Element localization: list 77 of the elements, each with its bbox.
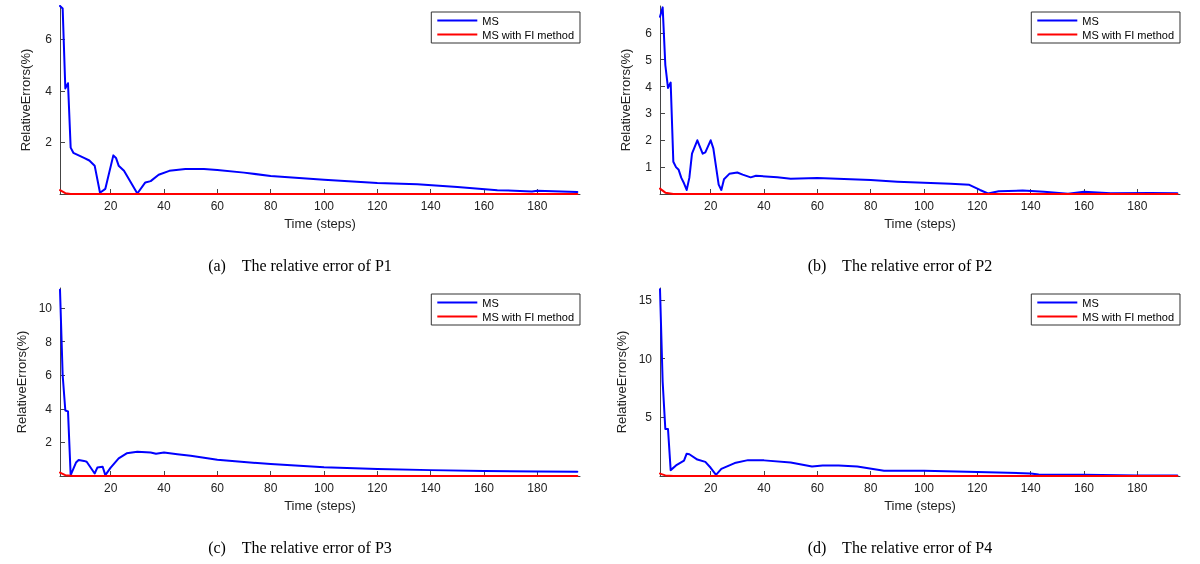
legend-label: MS with FI method <box>1082 310 1175 323</box>
y-axis-title: RelativeErrors(%) <box>613 330 629 434</box>
x-tick-label: 80 <box>863 199 878 213</box>
x-tick-label: 140 <box>420 199 441 213</box>
x-tick-label: 40 <box>757 199 771 213</box>
x-tick-label: 140 <box>1020 199 1041 213</box>
line-series <box>659 288 1179 477</box>
x-tick-label: 40 <box>757 481 771 495</box>
x-axis-title: Time (steps) <box>284 497 356 513</box>
x-tick-label: 120 <box>967 481 988 495</box>
x-tick-label: 80 <box>863 481 878 495</box>
x-tick-label: 100 <box>313 481 335 495</box>
y-tick-label: 10 <box>38 301 53 316</box>
x-tick-label: 120 <box>967 199 988 213</box>
legend-label: MS <box>482 14 499 27</box>
x-tick-label: 160 <box>1073 199 1095 213</box>
x-tick-label: 40 <box>157 199 171 213</box>
x-tick-label: 60 <box>810 199 825 213</box>
y-tick-label: 4 <box>45 401 53 416</box>
legend-label: MS <box>1082 14 1099 27</box>
x-tick-label: 180 <box>527 199 548 213</box>
y-tick-label: 10 <box>638 351 653 366</box>
x-tick-label: 160 <box>1073 481 1095 495</box>
x-tick-label: 160 <box>473 481 495 495</box>
x-axis-title: Time (steps) <box>884 215 956 231</box>
x-tick-label: 60 <box>210 199 225 213</box>
y-tick-label: 8 <box>45 334 53 349</box>
x-tick-label: 100 <box>913 481 935 495</box>
x-tick-label: 100 <box>913 199 935 213</box>
x-tick-label: 60 <box>810 481 825 495</box>
legend-label: MS with FI method <box>1082 28 1175 41</box>
x-tick-label: 100 <box>313 199 335 213</box>
y-axis-title: RelativeErrors(%) <box>18 48 33 152</box>
x-tick-label: 80 <box>263 481 278 495</box>
y-tick-label: 5 <box>645 410 653 425</box>
y-tick-label: 6 <box>645 25 653 40</box>
y-tick-label: 4 <box>645 79 653 94</box>
y-tick-label: 2 <box>45 135 53 150</box>
line-series <box>59 5 579 195</box>
y-tick-label: 3 <box>645 106 653 121</box>
text: (c) The relative error of P3 <box>208 538 392 557</box>
y-tick-label: 15 <box>638 292 653 307</box>
x-tick-label: 140 <box>1020 481 1041 495</box>
y-tick-label: 6 <box>45 32 53 47</box>
y-axis-title: RelativeErrors(%) <box>13 330 29 434</box>
x-tick-label: 140 <box>420 481 441 495</box>
legend-label: MS <box>1082 296 1099 309</box>
y-tick-label: 1 <box>645 160 653 175</box>
y-axis-title: RelativeErrors(%) <box>618 48 633 152</box>
x-tick-label: 40 <box>157 481 171 495</box>
line-series <box>59 288 579 477</box>
x-tick-label: 20 <box>703 199 718 213</box>
y-tick-label: 2 <box>645 133 653 148</box>
x-tick-label: 20 <box>703 481 718 495</box>
x-tick-label: 180 <box>1127 481 1148 495</box>
text: (d) The relative error of P4 <box>807 538 993 557</box>
y-tick-label: 6 <box>45 368 53 383</box>
x-tick-label: 120 <box>367 481 388 495</box>
x-axis-title: Time (steps) <box>284 215 356 231</box>
x-tick-label: 20 <box>103 481 118 495</box>
x-tick-label: 180 <box>1127 199 1148 213</box>
x-tick-label: 20 <box>103 199 118 213</box>
y-tick-label: 5 <box>645 52 653 67</box>
x-axis-title: Time (steps) <box>884 497 956 513</box>
x-tick-label: 60 <box>210 481 225 495</box>
text: (a) The relative error of P1 <box>208 256 392 275</box>
y-tick-label: 4 <box>45 83 53 98</box>
line-series <box>659 6 1179 195</box>
legend-label: MS with FI method <box>482 28 575 41</box>
legend-label: MS <box>482 296 499 309</box>
x-tick-label: 180 <box>527 481 548 495</box>
x-tick-label: 80 <box>263 199 278 213</box>
y-tick-label: 2 <box>45 435 53 450</box>
x-tick-label: 160 <box>473 199 495 213</box>
x-tick-label: 120 <box>367 199 388 213</box>
text: (b) The relative error of P2 <box>807 256 993 275</box>
legend-label: MS with FI method <box>482 310 575 323</box>
